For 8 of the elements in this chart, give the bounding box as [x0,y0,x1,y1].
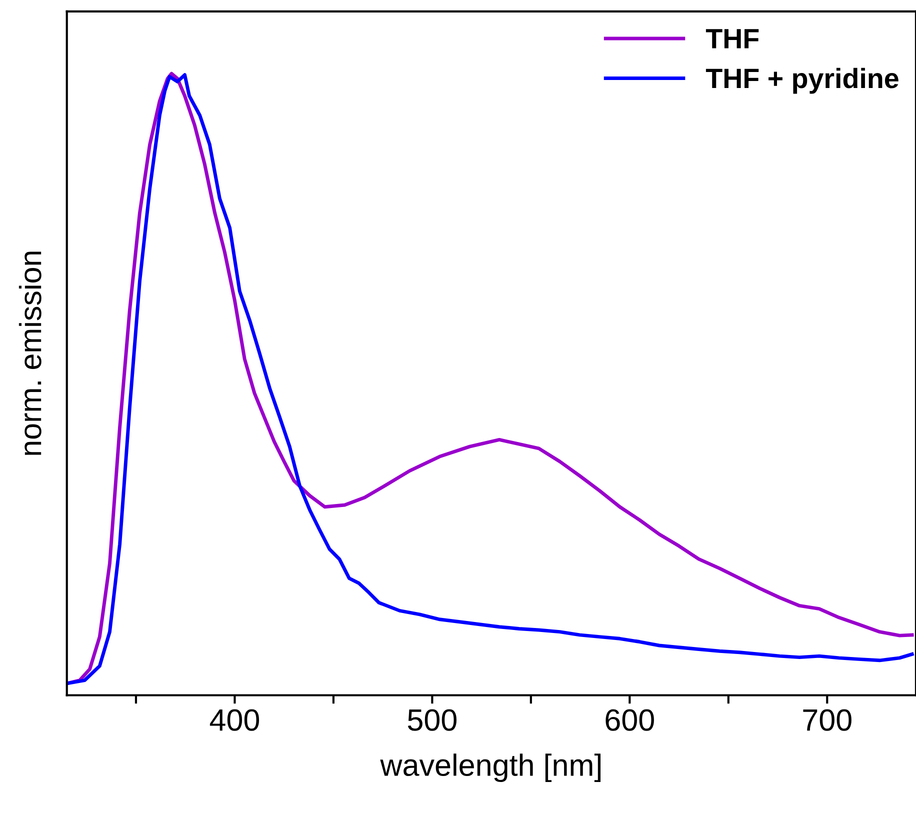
legend-label: THF [706,29,759,48]
x-tick-label: 700 [803,709,852,731]
x-tick-label: 400 [210,709,260,731]
x-tick-label: 600 [606,709,654,731]
x-tick-label: 500 [408,709,456,731]
x-axis-title: wavelength [nm] [380,754,601,782]
y-axis-title: norm. emission [18,252,42,455]
legend-label: THF + pyridine [706,68,898,94]
